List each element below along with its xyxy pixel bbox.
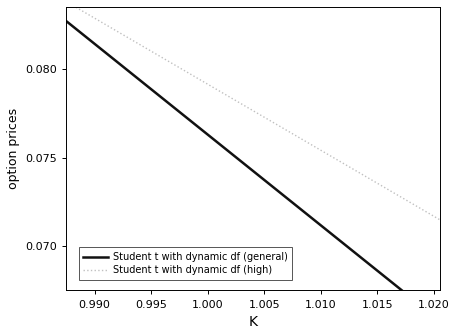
X-axis label: K: K bbox=[249, 315, 257, 329]
Y-axis label: option prices: option prices bbox=[7, 108, 20, 189]
Legend: Student t with dynamic df (general), Student t with dynamic df (high): Student t with dynamic df (general), Stu… bbox=[79, 247, 292, 280]
